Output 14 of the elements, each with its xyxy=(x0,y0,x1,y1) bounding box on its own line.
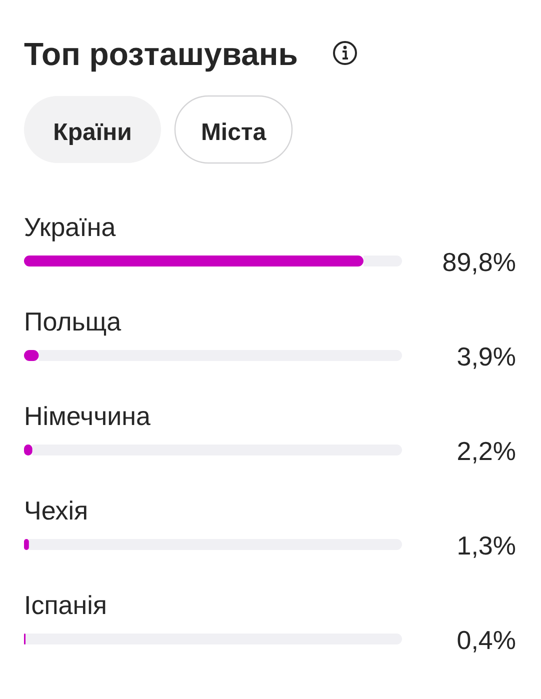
y-tick-label: Україна xyxy=(24,212,116,242)
y-tick-label: Німеччина xyxy=(24,401,151,431)
tab-button: Країни xyxy=(24,96,161,163)
y-tick-label: Чехія xyxy=(24,496,88,526)
y-tick-label: Іспанія xyxy=(24,590,107,620)
y-tick-label: Польща xyxy=(24,306,122,336)
tab-button: Міста xyxy=(174,95,293,164)
data-label: 89,8% xyxy=(442,247,516,277)
bar xyxy=(24,539,29,550)
data-label: 1,3% xyxy=(456,530,516,560)
data-label: 2,2% xyxy=(456,436,516,466)
data-label: 3,9% xyxy=(456,342,516,372)
data-label: 0,4% xyxy=(456,625,516,655)
chart-title: Топ розташувань xyxy=(24,36,298,72)
